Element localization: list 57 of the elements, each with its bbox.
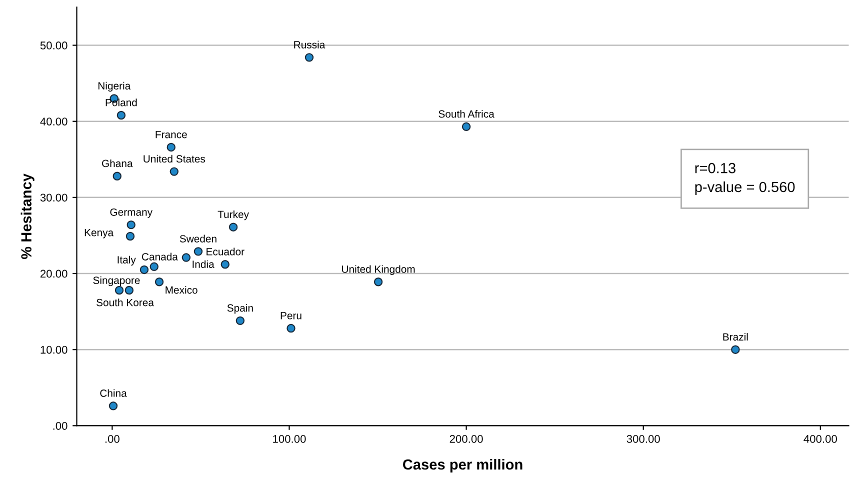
y-tick-label: 20.00 (40, 270, 68, 278)
annotation: Russia (294, 40, 326, 48)
annotation: Poland (106, 98, 137, 106)
point (462, 122, 471, 132)
point (286, 324, 296, 333)
annotation: Ecuador (206, 248, 244, 256)
point (108, 402, 118, 410)
x-tick-label: 300.00 (626, 435, 660, 443)
point (154, 278, 164, 286)
point (126, 232, 135, 241)
annotation: Canada (142, 252, 178, 260)
annotation: Singapore (93, 276, 140, 286)
annotation: Ghana (102, 159, 133, 168)
point (112, 172, 122, 180)
annotation: Turkey (218, 210, 249, 220)
annotation: Nigeria (98, 82, 131, 92)
annotation: Germany (110, 208, 153, 218)
x-tick-label: .00 (105, 435, 120, 443)
annotation: Spain (227, 304, 253, 314)
point (374, 278, 383, 286)
annotation: South Africa (438, 110, 494, 118)
annotation: United States (144, 154, 206, 163)
point (194, 247, 203, 256)
annotation: Kenya (84, 228, 114, 238)
annotation: Peru (280, 312, 302, 320)
annotation: Mexico (166, 286, 198, 294)
point (304, 53, 314, 62)
x-tick-label: 100.00 (273, 435, 306, 443)
annotation: Brazil (723, 332, 748, 341)
annotation: South Korea (96, 298, 154, 306)
y-tick-label: 10.00 (40, 346, 68, 354)
point (731, 345, 740, 354)
point (126, 220, 136, 230)
point (228, 222, 238, 232)
point (166, 142, 176, 152)
annotation: France (156, 130, 187, 138)
y-tick-label: 50.00 (40, 42, 68, 50)
x-tick-label: 200.00 (450, 435, 483, 443)
annotation: United Kingdom (342, 265, 415, 275)
point (170, 167, 179, 176)
x-tick-label: 400.00 (804, 435, 837, 443)
y-axis-title: % Hesitancy (20, 174, 34, 260)
point (116, 110, 126, 120)
point (220, 260, 230, 269)
point (236, 316, 245, 326)
annotation: Sweden (180, 234, 216, 242)
x-axis-title: Cases per million (402, 458, 522, 473)
annotation: India (192, 260, 214, 268)
y-tick-label: .00 (53, 422, 68, 430)
point (140, 265, 149, 274)
point (150, 262, 158, 272)
y-tick-label: 30.00 (40, 194, 68, 202)
point (182, 253, 191, 262)
y-tick-label: 40.00 (40, 118, 68, 126)
annotation: r=0.13 p-value = 0.560 (695, 162, 795, 196)
annotation: China (100, 389, 127, 397)
annotation: Italy (118, 256, 136, 266)
